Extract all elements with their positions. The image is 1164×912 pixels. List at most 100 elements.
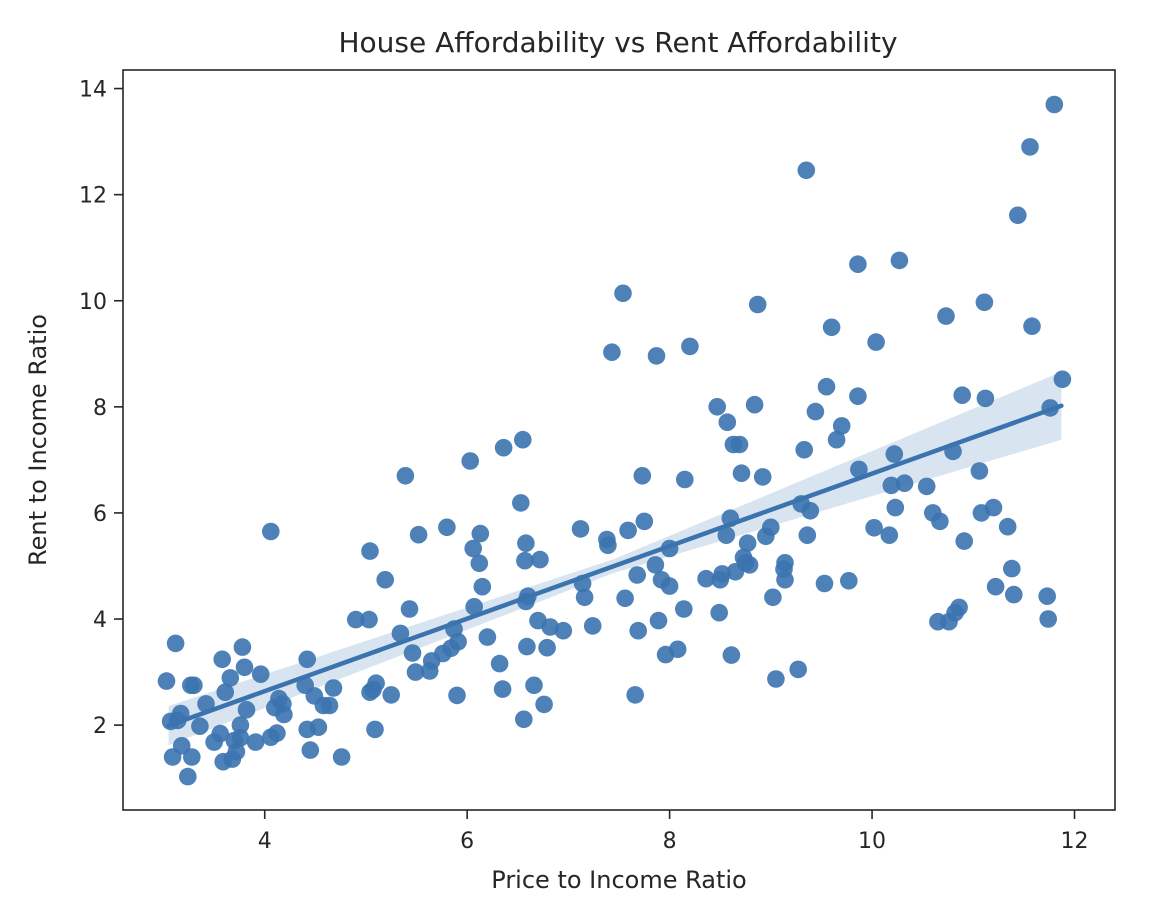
- data-point: [676, 470, 694, 489]
- plot-area-frame: [122, 69, 1116, 811]
- y-tick-label: 10: [79, 290, 107, 315]
- data-point: [211, 724, 229, 743]
- data-point: [465, 598, 484, 616]
- data-point: [882, 476, 901, 495]
- data-point: [798, 526, 817, 544]
- data-point: [603, 343, 621, 362]
- data-point: [262, 522, 280, 541]
- data-point: [516, 551, 534, 570]
- data-point: [518, 637, 536, 656]
- data-point: [675, 600, 693, 618]
- data-point: [493, 680, 512, 698]
- data-point: [681, 337, 699, 356]
- data-point: [274, 695, 292, 713]
- data-point: [931, 512, 949, 531]
- data-point: [619, 521, 637, 540]
- data-point: [216, 683, 234, 701]
- x-axis-label: Price to Income Ratio: [491, 866, 746, 894]
- data-point: [538, 638, 556, 657]
- data-point: [514, 430, 532, 449]
- data-point: [382, 686, 401, 704]
- data-point: [301, 741, 320, 759]
- data-point: [478, 628, 497, 646]
- data-point: [660, 577, 679, 595]
- data-point: [740, 556, 759, 574]
- data-point: [223, 750, 242, 768]
- data-point: [626, 686, 644, 704]
- data-point: [213, 650, 231, 669]
- data-point: [976, 389, 995, 408]
- confidence-band: [168, 371, 1062, 746]
- data-point: [166, 634, 185, 653]
- data-point: [517, 534, 535, 552]
- data-point: [865, 519, 883, 537]
- data-point: [738, 534, 757, 552]
- data-point: [1005, 585, 1023, 604]
- data-point: [535, 695, 553, 714]
- data-point: [953, 386, 971, 405]
- data-point: [984, 498, 1003, 517]
- data-point: [849, 255, 867, 273]
- data-point: [246, 733, 265, 751]
- data-point: [649, 611, 668, 630]
- y-axis-label: Rent to Income Ratio: [24, 314, 52, 566]
- data-point: [840, 572, 858, 590]
- data-point: [515, 710, 533, 729]
- data-point: [822, 318, 841, 337]
- data-point: [867, 333, 885, 351]
- data-point: [1003, 559, 1021, 578]
- data-point: [494, 438, 513, 457]
- data-point: [583, 617, 602, 635]
- data-point: [697, 569, 715, 588]
- data-point: [722, 646, 741, 664]
- data-point: [718, 413, 737, 432]
- data-point: [762, 518, 780, 537]
- data-point: [776, 554, 794, 572]
- axis-ticks-layer: 4 6 8 10 12 2 4 6 8 10 12 14: [79, 78, 1089, 854]
- x-tick-label: 4: [258, 829, 272, 854]
- y-tick-label: 12: [79, 184, 107, 209]
- data-point: [717, 526, 736, 544]
- data-point: [767, 670, 785, 688]
- data-point: [183, 748, 201, 766]
- data-point: [233, 638, 252, 656]
- regression-line-layer: [166, 403, 1064, 728]
- data-point: [268, 724, 286, 742]
- data-point: [360, 610, 378, 629]
- data-point: [614, 284, 632, 303]
- confidence-band-layer: [168, 371, 1062, 746]
- regression-line: [166, 403, 1064, 728]
- data-point: [448, 686, 466, 705]
- data-point: [512, 494, 530, 512]
- data-point: [571, 520, 590, 538]
- data-point: [599, 536, 617, 555]
- data-point: [628, 566, 646, 584]
- data-point: [531, 550, 549, 569]
- data-point: [713, 565, 731, 583]
- data-point: [320, 696, 339, 715]
- data-point: [616, 589, 634, 608]
- data-point: [1039, 610, 1057, 628]
- data-point: [849, 387, 867, 406]
- data-point: [886, 498, 905, 517]
- data-point: [950, 598, 968, 617]
- data-point: [647, 347, 666, 365]
- data-point: [406, 663, 425, 681]
- data-point: [937, 307, 955, 325]
- data-point: [309, 718, 328, 736]
- data-point: [832, 417, 851, 435]
- data-point: [970, 462, 989, 480]
- data-point: [764, 588, 782, 607]
- y-tick-label: 2: [93, 714, 107, 739]
- data-point: [668, 640, 687, 659]
- data-point: [1038, 587, 1056, 605]
- data-point: [986, 577, 1005, 596]
- data-point: [797, 161, 816, 180]
- data-point: [157, 672, 176, 690]
- data-point: [748, 295, 767, 314]
- data-point: [366, 720, 384, 739]
- x-tick-label: 8: [663, 829, 677, 854]
- data-point: [1009, 206, 1027, 225]
- data-point: [403, 644, 422, 662]
- data-point: [917, 477, 936, 496]
